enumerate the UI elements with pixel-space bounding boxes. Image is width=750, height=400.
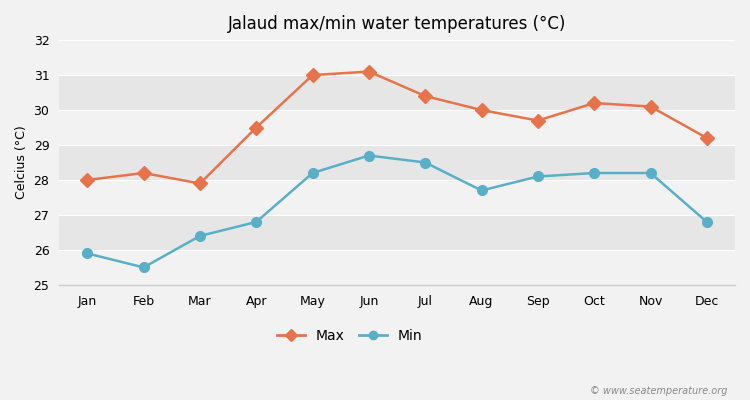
Max [364,69,374,74]
Min [646,170,655,175]
Min [196,234,205,238]
Max [140,170,148,175]
Max [82,178,92,182]
Bar [59,215,735,250]
Max [308,73,317,78]
Text: © www.seatemperature.org: © www.seatemperature.org [590,386,728,396]
Title: Jalaud max/min water temperatures (°C): Jalaud max/min water temperatures (°C) [228,15,566,33]
Max [533,118,542,123]
Min [140,265,148,270]
Bar [59,110,735,145]
Max [590,101,598,106]
Min [364,153,374,158]
Min [590,170,598,175]
Bar [59,180,735,215]
Bar [59,250,735,285]
Min [308,170,317,175]
Min [477,188,486,193]
Max [252,125,261,130]
Bar [59,40,735,75]
Bar [59,75,735,110]
Max [702,136,711,140]
Min [533,174,542,179]
Max [196,181,205,186]
Line: Max: Max [82,67,712,188]
Max [646,104,655,109]
Min [421,160,430,165]
Min [82,251,92,256]
Legend: Max, Min: Max, Min [272,324,428,349]
Min [252,220,261,224]
Line: Min: Min [82,151,712,272]
Min [702,220,711,224]
Max [477,108,486,112]
Bar [59,145,735,180]
Y-axis label: Celcius (°C): Celcius (°C) [15,126,28,199]
Max [421,94,430,98]
